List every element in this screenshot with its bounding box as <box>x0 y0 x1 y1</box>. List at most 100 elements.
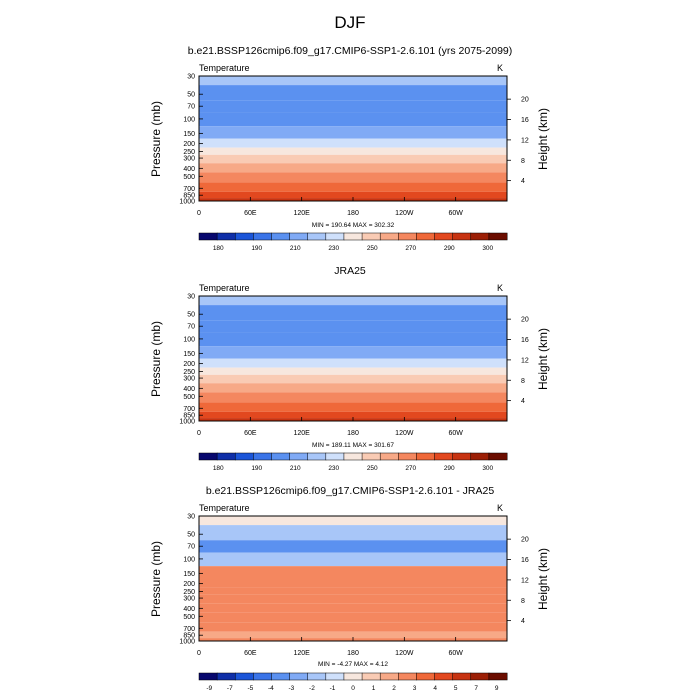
colorbar-swatch <box>271 452 291 461</box>
y-tick-label: 100 <box>183 556 195 563</box>
colorbar-swatch <box>307 672 327 681</box>
colorbar-swatch <box>488 452 508 461</box>
contour-band <box>199 594 507 604</box>
colorbar-swatch <box>361 452 381 461</box>
x-tick-label: 120W <box>395 430 414 437</box>
contour-band <box>199 402 507 412</box>
x-tick-label: 60E <box>244 650 257 657</box>
y-tick-label: 1000 <box>179 199 195 206</box>
y-tick-label: 850 <box>183 633 195 640</box>
colorbar-swatch <box>343 672 363 681</box>
y-axis-label: Pressure (mb) <box>149 321 163 397</box>
colorbar-label: 2 <box>392 685 396 692</box>
y-tick-label: 70 <box>187 544 195 551</box>
colorbar-swatch <box>216 672 236 681</box>
y-tick-label: 150 <box>183 131 195 138</box>
y-axis-label: Pressure (mb) <box>149 101 163 177</box>
y2-tick-label: 8 <box>521 598 525 605</box>
colorbar-label: 180 <box>213 245 224 252</box>
contour-band <box>199 631 507 639</box>
y-tick-label: 400 <box>183 166 195 173</box>
colorbar-swatch <box>470 672 490 681</box>
x-tick-label: 120E <box>293 650 310 657</box>
y-tick-label: 1000 <box>179 639 195 646</box>
colorbar-swatch <box>452 452 472 461</box>
y-tick-label: 50 <box>187 92 195 99</box>
colorbar-label: 250 <box>367 245 378 252</box>
figure-title: DJF <box>334 13 365 32</box>
y-tick-label: 100 <box>183 336 195 343</box>
contour-band <box>199 374 507 384</box>
colorbar-swatch <box>434 452 454 461</box>
colorbar-swatch <box>325 672 345 681</box>
y-tick-label: 700 <box>183 406 195 413</box>
y-tick-label: 1000 <box>179 419 195 426</box>
colorbar-swatch <box>398 232 417 241</box>
colorbar-label: 9 <box>495 685 499 692</box>
contour-field <box>199 516 507 641</box>
colorbar-label: 7 <box>474 685 478 692</box>
colorbar-label: -5 <box>247 685 253 692</box>
y2-tick-label: 12 <box>521 137 529 144</box>
contour-band <box>199 552 507 567</box>
y-tick-label: 30 <box>187 74 195 81</box>
colorbar-label: -3 <box>289 685 295 692</box>
y2-axis-label: Height (km) <box>536 108 550 170</box>
units-label: K <box>497 503 503 513</box>
colorbar-swatch <box>398 672 417 681</box>
colorbar-swatch <box>253 672 272 681</box>
contour-band <box>199 163 507 173</box>
colorbar-label: 190 <box>251 465 262 472</box>
contour-band <box>199 525 507 541</box>
y-tick-label: 30 <box>187 514 195 521</box>
colorbar-label: 290 <box>444 465 455 472</box>
x-tick-label: 60W <box>448 650 463 657</box>
y-tick-label: 250 <box>183 149 195 156</box>
colorbar-swatch <box>271 672 291 681</box>
colorbar-swatch <box>289 452 309 461</box>
colorbar-label: 210 <box>290 245 301 252</box>
y-tick-label: 400 <box>183 386 195 393</box>
colorbar-label: 300 <box>482 245 493 252</box>
x-tick-label: 60E <box>244 210 257 217</box>
contour-band <box>199 305 507 321</box>
colorbar-label: 3 <box>413 685 417 692</box>
contour-band <box>199 540 507 553</box>
colorbar-label: 210 <box>290 465 301 472</box>
colorbar-label: 300 <box>482 465 493 472</box>
colorbar: -9 -7 -5 -4 -3 -2 -1 0 1 2 3 4 5 7 9 <box>198 672 508 692</box>
y-tick-label: 150 <box>183 351 195 358</box>
colorbar-swatch <box>289 232 309 241</box>
contour-band <box>199 578 507 588</box>
panel-title: b.e21.BSSP126cmip6.f09_g17.CMIP6-SSP1-2.… <box>206 485 494 497</box>
y-tick-label: 850 <box>183 193 195 200</box>
colorbar-swatch <box>398 452 417 461</box>
contour-band <box>199 320 507 333</box>
colorbar-label: -9 <box>206 685 212 692</box>
contour-band <box>199 182 507 192</box>
x-tick-label: 60W <box>448 430 463 437</box>
contour-band <box>199 566 507 579</box>
contour-band <box>199 126 507 139</box>
colorbar-swatch <box>379 232 399 241</box>
y2-tick-label: 20 <box>521 537 529 544</box>
colorbar-swatch <box>198 232 218 241</box>
y2-tick-label: 16 <box>521 117 529 124</box>
y-tick-label: 70 <box>187 104 195 111</box>
colorbar-label: -7 <box>227 685 233 692</box>
y-tick-label: 200 <box>183 361 195 368</box>
y-tick-label: 500 <box>183 614 195 621</box>
longitude-axis: 0 60E 120E 180 120W 60W <box>197 197 463 217</box>
y-tick-label: 150 <box>183 571 195 578</box>
colorbar-swatch <box>470 232 490 241</box>
y-tick-label: 500 <box>183 174 195 181</box>
longitude-axis: 0 60E 120E 180 120W 60W <box>197 637 463 657</box>
panel-title: JRA25 <box>334 265 366 277</box>
colorbar-swatch <box>307 452 327 461</box>
colorbar-swatch <box>216 452 236 461</box>
colorbar-swatch <box>416 452 435 461</box>
colorbar-label: 250 <box>367 465 378 472</box>
panel-difference: b.e21.BSSP126cmip6.f09_g17.CMIP6-SSP1-2.… <box>149 485 550 692</box>
contour-band <box>199 367 507 375</box>
